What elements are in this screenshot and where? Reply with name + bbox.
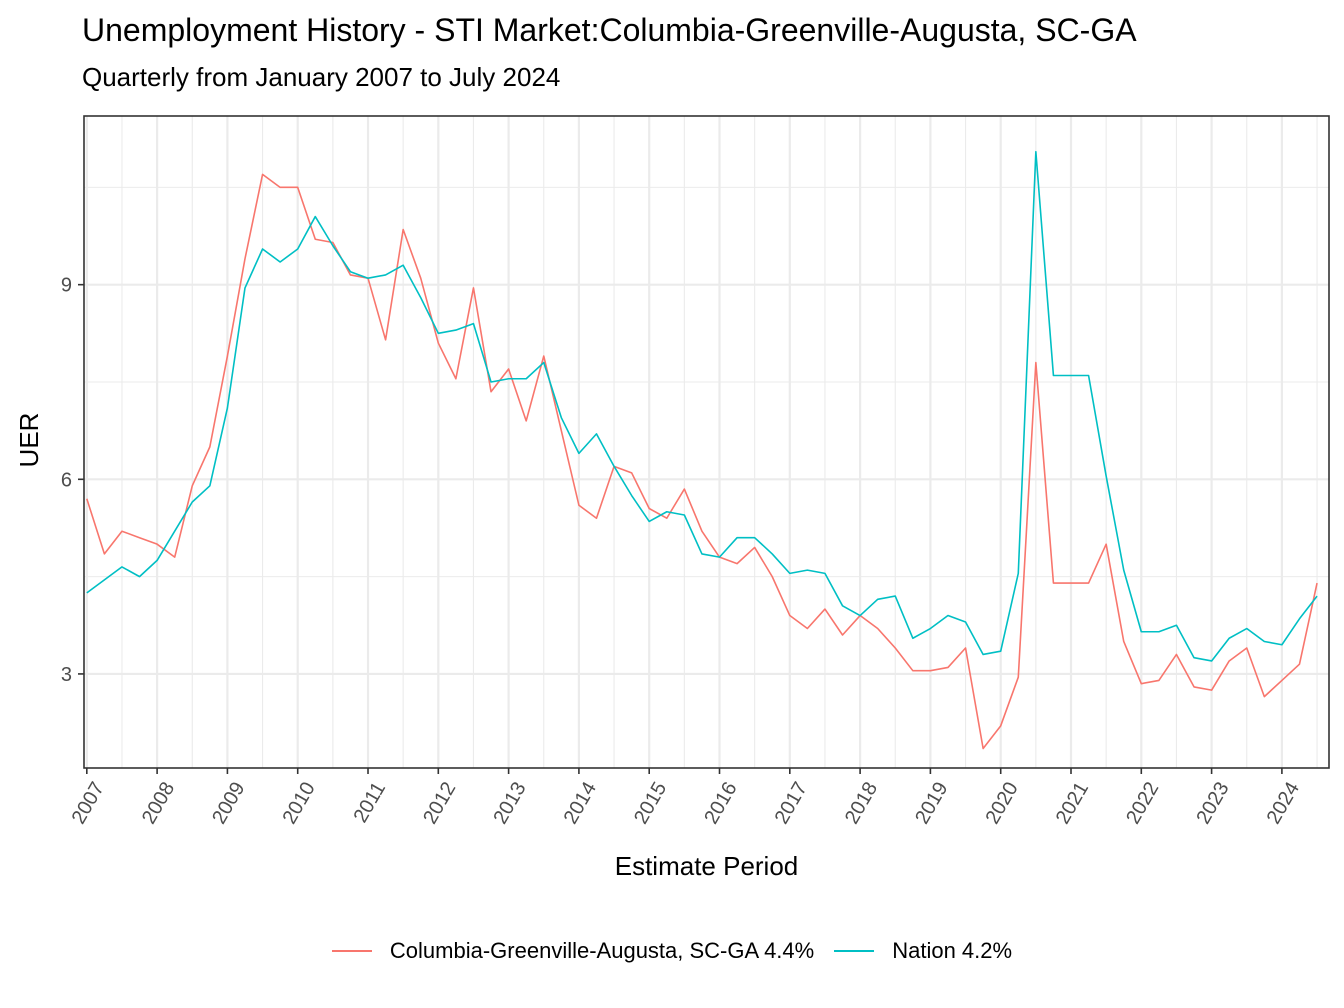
major-gridlines: [84, 116, 1329, 768]
x-tick-label-2016: 2016: [700, 778, 741, 828]
x-tick-label-2021: 2021: [1052, 778, 1093, 828]
x-tick-label-2013: 2013: [489, 778, 530, 828]
y-axis-title: UER: [14, 413, 44, 468]
legend-key-region: [331, 950, 372, 952]
legend: Columbia-Greenville-Augusta, SC-GA 4.4% …: [0, 938, 1344, 964]
legend-label-region: Columbia-Greenville-Augusta, SC-GA 4.4%: [389, 938, 815, 963]
x-tick-label-2007: 2007: [68, 778, 109, 828]
x-tick-label-2023: 2023: [1192, 778, 1233, 828]
x-tick-label-2020: 2020: [982, 778, 1023, 828]
x-tick-label-2019: 2019: [911, 778, 952, 828]
legend-key-nation: [834, 950, 875, 952]
y-tick-label-3: 3: [61, 664, 72, 686]
legend-item-nation: Nation 4.2%: [834, 938, 1012, 964]
y-tick-label-6: 6: [61, 469, 72, 491]
x-tick-label-2009: 2009: [208, 778, 249, 828]
series-line-region: [86, 173, 1318, 750]
chart-title: Unemployment History - STI Market:Columb…: [82, 12, 1137, 48]
x-axis: 2007 2008 2009 2010 2011 2012 2013 2014 2015 2016…: [68, 768, 1304, 828]
x-tick-label-2017: 2017: [771, 778, 812, 828]
x-tick-label-2011: 2011: [350, 778, 391, 826]
x-tick-label-2024: 2024: [1263, 778, 1304, 828]
chart-subtitle: Quarterly from January 2007 to July 2024: [82, 62, 561, 92]
x-tick-label-2022: 2022: [1122, 778, 1163, 828]
x-tick-label-2015: 2015: [630, 778, 671, 828]
x-axis-title: Estimate Period: [615, 851, 799, 881]
panel-border: [83, 115, 1330, 769]
x-tick-label-2008: 2008: [138, 778, 179, 828]
y-tick-label-9: 9: [61, 275, 72, 297]
x-tick-label-2010: 2010: [279, 778, 320, 828]
x-tick-label-2014: 2014: [560, 778, 601, 828]
legend-item-region: Columbia-Greenville-Augusta, SC-GA 4.4%: [331, 938, 815, 964]
x-tick-label-2018: 2018: [841, 778, 882, 828]
x-tick-label-2012: 2012: [419, 778, 460, 828]
series-line-nation: [86, 150, 1318, 662]
legend-label-nation: Nation 4.2%: [892, 938, 1013, 963]
y-axis: 3 6 9: [61, 275, 84, 686]
series-lines: [86, 150, 1318, 750]
